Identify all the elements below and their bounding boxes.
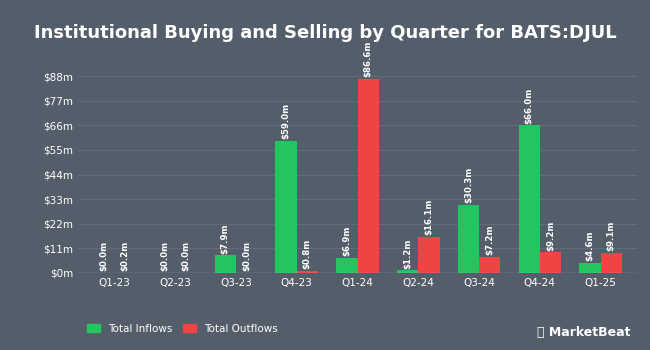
- Text: Institutional Buying and Selling by Quarter for BATS:DJUL: Institutional Buying and Selling by Quar…: [34, 25, 616, 42]
- Bar: [519, 125, 540, 273]
- Text: $0.0m: $0.0m: [99, 241, 109, 271]
- Text: $9.1m: $9.1m: [606, 220, 616, 251]
- Text: $0.2m: $0.2m: [121, 240, 129, 271]
- Text: $6.9m: $6.9m: [343, 225, 352, 256]
- Text: $30.3m: $30.3m: [464, 167, 473, 203]
- Bar: [479, 257, 501, 273]
- Bar: [458, 205, 479, 273]
- Legend: Total Inflows, Total Outflows: Total Inflows, Total Outflows: [83, 320, 281, 338]
- Text: $66.0m: $66.0m: [525, 87, 534, 124]
- Text: $0.0m: $0.0m: [181, 241, 190, 271]
- Bar: [358, 79, 379, 273]
- Bar: [418, 237, 439, 273]
- Bar: [214, 256, 236, 273]
- Text: $7.9m: $7.9m: [221, 223, 230, 253]
- Text: $16.1m: $16.1m: [424, 199, 434, 235]
- Bar: [601, 253, 622, 273]
- Text: $86.6m: $86.6m: [363, 41, 372, 77]
- Text: $0.0m: $0.0m: [242, 241, 251, 271]
- Text: $1.2m: $1.2m: [403, 238, 412, 268]
- Bar: [336, 258, 358, 273]
- Bar: [276, 141, 297, 273]
- Text: ⩏ MarketBeat: ⩏ MarketBeat: [537, 327, 630, 340]
- Bar: [397, 270, 418, 273]
- Bar: [297, 271, 318, 273]
- Text: $7.2m: $7.2m: [485, 225, 494, 255]
- Text: $0.0m: $0.0m: [160, 241, 169, 271]
- Bar: [540, 252, 561, 273]
- Text: $9.2m: $9.2m: [546, 220, 555, 251]
- Bar: [579, 263, 601, 273]
- Text: $4.6m: $4.6m: [586, 230, 594, 261]
- Text: $59.0m: $59.0m: [281, 103, 291, 139]
- Text: $0.8m: $0.8m: [303, 239, 312, 270]
